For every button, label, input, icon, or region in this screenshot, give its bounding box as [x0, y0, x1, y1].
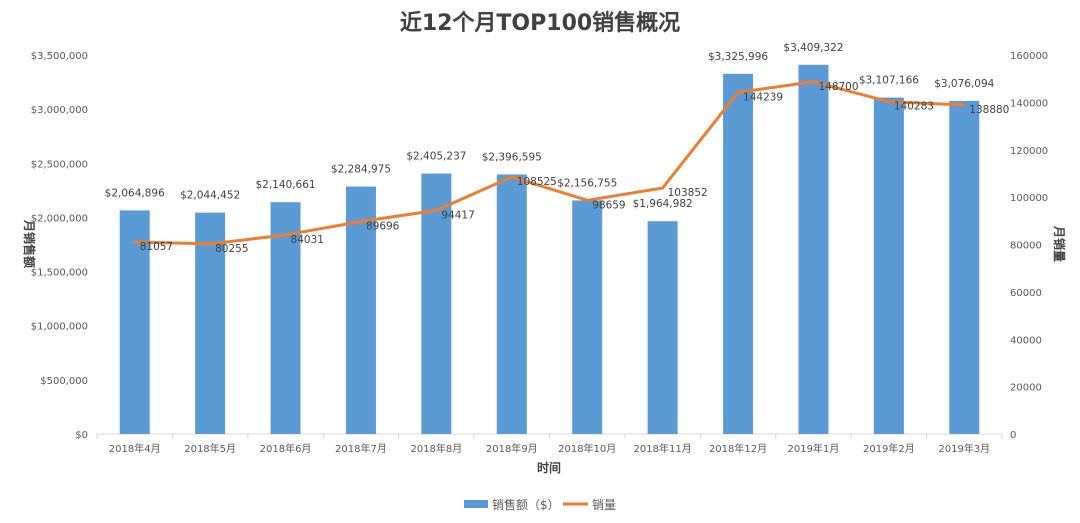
x-tick-label: 2018年11月	[634, 442, 692, 455]
volume-data-label: 103852	[668, 187, 708, 199]
x-tick-label: 2018年7月	[335, 442, 387, 455]
sales-data-label: $2,140,661	[255, 179, 315, 191]
sales-bar	[723, 73, 754, 434]
x-tick-label: 2018年5月	[184, 442, 236, 455]
sales-bar	[195, 212, 226, 434]
volume-data-label: 84031	[291, 234, 324, 246]
x-axis-label: 时间	[537, 460, 561, 475]
y-tick-label: $3,000,000	[31, 105, 88, 116]
y2-tick-label: 140000	[1010, 98, 1048, 109]
sales-bar	[798, 64, 829, 435]
volume-data-label: 94417	[441, 209, 474, 221]
volume-data-label: 98659	[592, 199, 625, 211]
x-tick-label: 2018年10月	[558, 442, 616, 455]
x-tick-label: 2018年9月	[486, 442, 538, 455]
sales-data-label: $3,107,166	[859, 75, 919, 87]
sales-bar	[270, 202, 301, 434]
x-tick-label: 2019年3月	[938, 442, 990, 455]
volume-point	[887, 100, 891, 104]
volume-data-label: 80255	[215, 243, 248, 255]
sales-data-label: $2,405,237	[406, 151, 466, 163]
x-tick-label: 2018年12月	[709, 442, 767, 455]
volume-point	[359, 220, 363, 224]
sales-data-label: $2,284,975	[331, 164, 391, 176]
sales-bar	[421, 173, 452, 435]
legend-swatch-sales	[464, 500, 488, 508]
volume-line	[134, 80, 965, 246]
legend-label-sales: 销售额（$）	[492, 497, 560, 512]
volume-data-label: 89696	[366, 221, 400, 233]
volume-data-label: 108525	[517, 176, 557, 188]
volume-data-label: 81057	[140, 241, 173, 253]
y2-tick-label: 160000	[1010, 51, 1048, 62]
y2-tick-label: 120000	[1010, 146, 1048, 157]
sales-data-label: $1,964,982	[633, 198, 693, 210]
sales-bar	[496, 174, 527, 434]
x-tick-label: 2019年1月	[788, 442, 840, 455]
legend-label-volume: 销量	[592, 498, 616, 512]
y-tick-label: $3,500,000	[31, 51, 88, 62]
y2-tick-label: 80000	[1010, 241, 1042, 252]
sales-data-label: $2,396,595	[482, 151, 542, 163]
sales-data-label: $3,409,322	[783, 42, 843, 54]
y2-tick-label: 20000	[1010, 383, 1042, 394]
sales-data-label: $2,064,896	[105, 187, 165, 199]
x-tick-label: 2018年4月	[109, 442, 161, 455]
y-tick-label: $500,000	[40, 376, 88, 387]
y-tick-label: $2,500,000	[31, 159, 88, 170]
volume-data-label: 140283	[894, 101, 934, 113]
x-tick-label: 2018年8月	[410, 442, 462, 455]
y-tick-label: $0	[75, 430, 88, 441]
sales-data-label: $2,156,755	[557, 177, 617, 189]
y-tick-label: $1,500,000	[31, 268, 88, 279]
chart-title: 近12个月TOP100销售概况	[400, 10, 680, 36]
sales-bar	[949, 100, 980, 435]
volume-point	[585, 198, 589, 202]
volume-point	[284, 233, 288, 237]
volume-point	[133, 240, 137, 244]
y2-axis-label: 月销量	[1052, 225, 1067, 262]
legend: 销售额（$） 销量	[464, 497, 616, 512]
y2-tick-label: 0	[1010, 430, 1016, 441]
volume-point	[962, 103, 966, 107]
volume-point	[434, 208, 438, 212]
sales-bar	[873, 97, 904, 435]
sales-bar	[345, 186, 376, 434]
x-tick-label: 2018年6月	[260, 442, 312, 455]
sales-bar	[647, 221, 678, 434]
volume-point	[510, 175, 514, 179]
x-tick-label: 2019年2月	[863, 442, 915, 455]
sales-bar	[119, 210, 150, 434]
volume-data-label: 144239	[743, 91, 783, 103]
volume-point	[736, 90, 740, 94]
volume-point	[811, 80, 815, 84]
y2-tick-label: 40000	[1010, 335, 1042, 346]
y2-tick-label: 60000	[1010, 288, 1042, 299]
sales-bar	[572, 200, 603, 434]
volume-point	[661, 186, 665, 190]
volume-data-label: 148700	[818, 81, 858, 93]
y-axis-label: 月销售额	[22, 219, 37, 268]
volume-data-label: 138880	[969, 104, 1009, 116]
y-tick-label: $2,000,000	[31, 213, 88, 224]
sales-data-label: $2,044,452	[180, 190, 240, 202]
y-tick-label: $1,000,000	[31, 322, 88, 333]
y2-tick-label: 100000	[1010, 193, 1048, 204]
sales-data-label: $3,076,094	[934, 78, 994, 90]
volume-point	[208, 242, 212, 246]
sales-data-label: $3,325,996	[708, 51, 768, 63]
